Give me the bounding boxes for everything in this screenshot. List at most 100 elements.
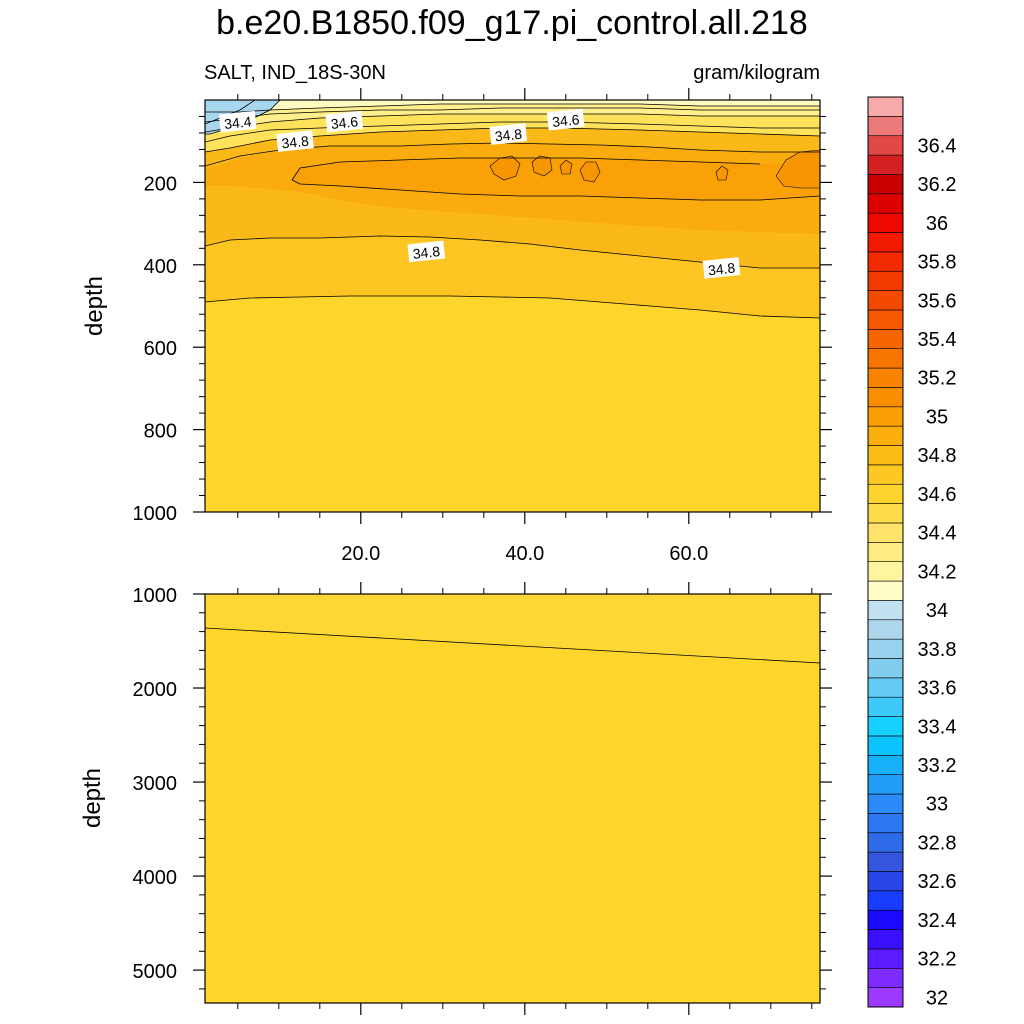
contour-label-text: 34.8 <box>281 133 310 152</box>
band-34.3 <box>205 100 820 112</box>
colorbar-swatch <box>867 967 904 988</box>
colorbar-swatch <box>867 96 904 117</box>
contour-label: 34.4 <box>218 110 257 133</box>
colorbar-swatch <box>867 348 904 369</box>
colorbar-swatch <box>867 251 904 272</box>
colorbar-swatch <box>867 445 904 466</box>
y-tick-label: 1000 <box>133 585 178 607</box>
colorbar-swatch <box>867 677 904 698</box>
y-tick-label: 800 <box>144 421 177 443</box>
colorbar-level-label: 32.4 <box>918 910 957 932</box>
chart-title: b.e20.B1850.f09_g17.pi_control.all.218 <box>216 4 808 42</box>
contour-label-box <box>546 108 585 131</box>
upper-y-axis-label: depth <box>81 276 108 336</box>
colorbar-swatch <box>867 948 904 969</box>
band-34.75-lower <box>205 594 820 663</box>
colorbar-swatch <box>867 890 904 911</box>
colorbar-swatch <box>867 716 904 737</box>
colorbar-level-label: 33.4 <box>918 716 957 738</box>
colorbar-swatch <box>867 154 904 175</box>
lower-plot-frame <box>204 593 821 1004</box>
colorbar-swatch <box>867 754 904 775</box>
colorbar-swatch <box>867 909 904 930</box>
field-34.8-lower <box>205 594 820 1003</box>
blob-35.3-d <box>579 161 601 183</box>
colorbar-level-label: 36.4 <box>918 135 957 157</box>
colorbar-level-label: 34.4 <box>918 523 957 545</box>
colorbar-swatch <box>867 851 904 872</box>
band-35.2 <box>292 158 820 200</box>
contour-label-text: 34.8 <box>707 260 736 279</box>
colorbar-level-label: 36.2 <box>918 174 957 196</box>
colorbar-swatch <box>867 813 904 834</box>
y-tick-label: 1000 <box>133 503 178 525</box>
colorbar: 32 32.2 32.4 32.6 32.8 33 33.2 33.4 33.6 33.8 34 34… <box>867 96 957 1009</box>
colorbar-level-label: 34.6 <box>918 484 957 506</box>
colorbar-level-label: 32.2 <box>918 949 957 971</box>
colorbar-level-label: 32 <box>926 987 948 1009</box>
colorbar-swatch <box>867 309 904 330</box>
colorbar-swatch <box>867 290 904 311</box>
colorbar-swatch <box>867 503 904 524</box>
contour-upper-9 <box>205 107 820 123</box>
colorbar-swatch <box>867 832 904 853</box>
contour-upper-3 <box>291 157 761 181</box>
upper-axes: 200 400 600 800 1000 20.0 40.0 60.0 <box>133 88 832 565</box>
colorbar-swatch <box>867 871 904 892</box>
colorbar-frame <box>867 96 904 1008</box>
y-tick-label: 3000 <box>133 773 178 795</box>
contour-upper-2 <box>205 235 820 269</box>
contour-label: 34.8 <box>276 130 314 152</box>
upper-salinity-field <box>205 100 820 512</box>
contour-upper-1 <box>205 295 820 319</box>
blob-35.3-e <box>715 165 729 181</box>
contour-upper-4 <box>291 179 820 201</box>
lower-axes: 1000 2000 3000 4000 5000 <box>133 582 832 1015</box>
colorbar-level-label: 35 <box>926 406 948 428</box>
blob-35.3-f <box>775 149 820 189</box>
colorbar-level-label: 33.6 <box>918 678 957 700</box>
colorbar-swatch <box>867 406 904 427</box>
contour-label: 34.8 <box>489 123 528 145</box>
colorbar-swatch <box>867 619 904 640</box>
contour-label: 34.6 <box>325 110 364 133</box>
contour-upper-7 <box>205 121 820 143</box>
contour-upper-8 <box>205 113 820 133</box>
colorbar-level-label: 35.8 <box>918 252 957 274</box>
colorbar-swatch <box>867 425 904 446</box>
colorbar-swatch <box>867 580 904 601</box>
colorbar-swatch <box>867 561 904 582</box>
contour-label-box <box>276 130 314 152</box>
contour-lower-1 <box>205 627 820 664</box>
colorbar-swatch <box>867 232 904 253</box>
lower-panel: 1000 2000 3000 4000 5000 depth <box>79 582 832 1015</box>
contour-label: 34.6 <box>546 108 585 131</box>
colorbar-swatch <box>867 483 904 504</box>
contour-upper-10 <box>205 103 820 113</box>
units-label: gram/kilogram <box>693 62 820 84</box>
colorbar-swatch <box>867 270 904 291</box>
colorbar-swatch <box>867 793 904 814</box>
contour-label: 34.8 <box>407 240 446 263</box>
y-tick-label: 2000 <box>133 679 178 701</box>
x-tick-label: 60.0 <box>669 543 708 565</box>
contour-label-text: 34.6 <box>330 113 359 132</box>
colorbar-swatch <box>867 696 904 717</box>
colorbar-swatch <box>867 116 904 137</box>
contour-label: 34.8 <box>702 257 741 279</box>
contour-label-text: 34.4 <box>223 113 252 132</box>
contour-label-text: 34.6 <box>551 111 580 130</box>
y-tick-label: 200 <box>144 173 177 195</box>
colorbar-level-label: 33 <box>926 794 948 816</box>
variable-region-label: SALT, IND_18S-30N <box>204 62 386 84</box>
colorbar-swatch <box>867 929 904 950</box>
upper-panel: 34.4 34.6 34.8 34.8 34.6 34.8 34.8 200 400 600 80… <box>81 88 832 565</box>
colorbar-swatch <box>867 329 904 350</box>
colorbar-swatch <box>867 987 904 1008</box>
colorbar-swatch <box>867 387 904 408</box>
colorbar-swatch <box>867 522 904 543</box>
colorbar-swatch <box>867 174 904 195</box>
y-tick-label: 600 <box>144 338 177 360</box>
colorbar-level-label: 35.6 <box>918 290 957 312</box>
contour-label-text: 34.8 <box>412 243 441 262</box>
